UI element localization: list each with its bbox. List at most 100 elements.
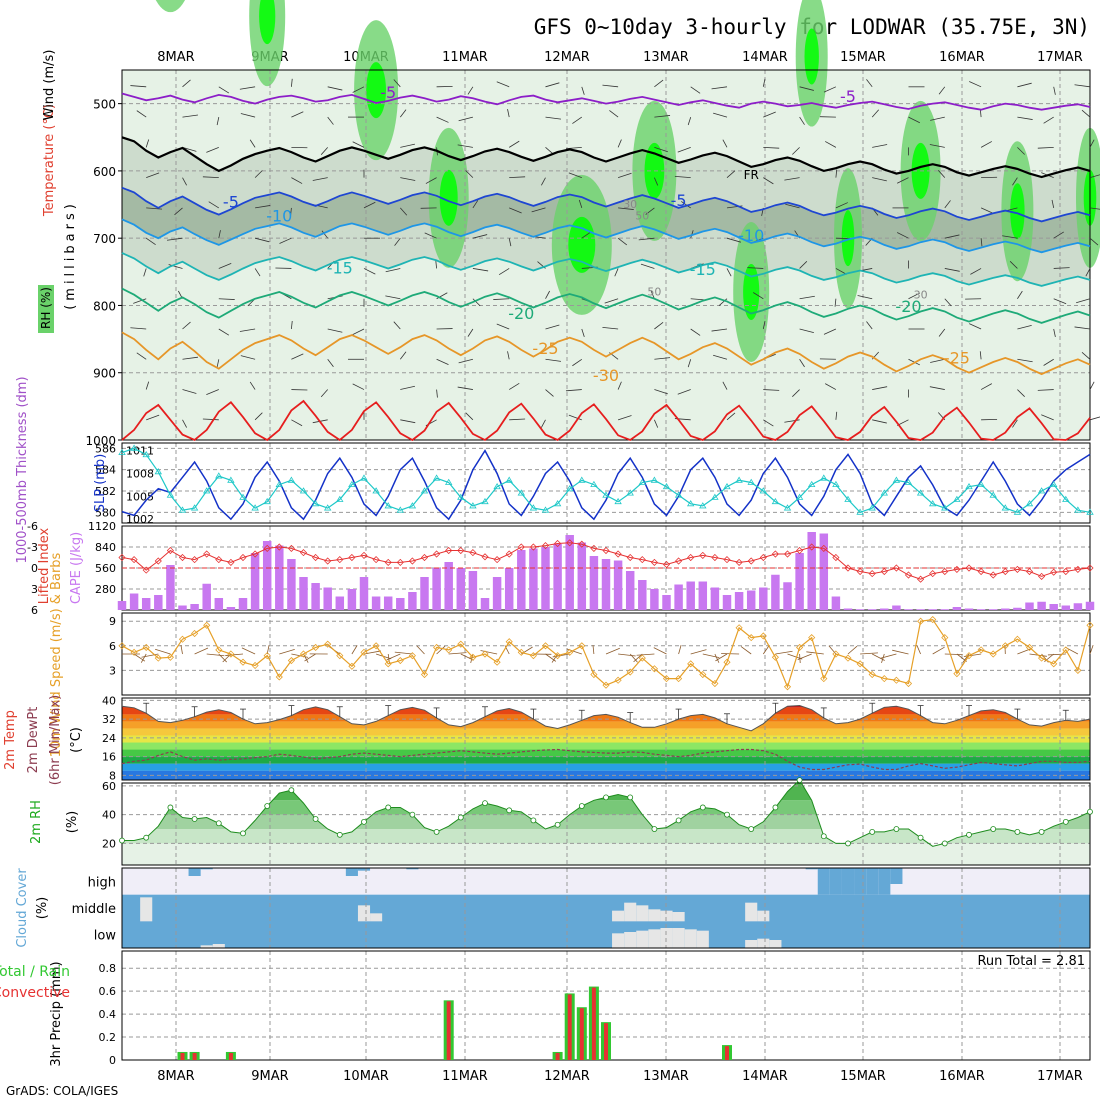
cape-bar xyxy=(952,607,962,610)
wind-barb xyxy=(498,268,510,276)
wind-barb-10m xyxy=(592,644,595,655)
pressure-tick-label: 900 xyxy=(93,367,116,381)
wind-barb xyxy=(458,358,473,364)
cloud-low-gap xyxy=(684,929,697,948)
temp-band-1 xyxy=(122,763,1090,771)
cape-tick-label: 840 xyxy=(95,541,116,554)
thickness-point xyxy=(638,478,647,485)
wind-speed-point xyxy=(723,658,731,666)
thickness-point xyxy=(154,468,163,475)
wind-barb-10m xyxy=(386,653,401,661)
wind-barb xyxy=(799,295,815,300)
wind-barb xyxy=(872,386,888,390)
thickness-tick-label: 584 xyxy=(95,464,116,477)
wind-barb xyxy=(385,268,401,273)
wind-barb-10m xyxy=(629,653,638,663)
wind-barb xyxy=(784,419,800,423)
wind-barb xyxy=(182,177,187,186)
wind-speed-point xyxy=(130,648,138,656)
wind-barb xyxy=(799,261,808,269)
lifted-index-tick-label: -3 xyxy=(27,541,38,554)
wind-barb xyxy=(1081,109,1091,118)
wind-barb xyxy=(654,321,664,330)
wind-barb xyxy=(279,237,292,244)
slp-axis-label: SLP (mb) xyxy=(93,454,108,513)
thickness-tick-label: 582 xyxy=(95,485,116,498)
wind-barb xyxy=(400,207,408,216)
rh-core-6 xyxy=(743,264,760,320)
wind-speed-point xyxy=(445,646,453,654)
wind-speed-point xyxy=(566,648,574,656)
cape-bar xyxy=(1049,604,1058,610)
cloud-mid-low-rows xyxy=(122,894,1090,948)
wind-barb xyxy=(1043,116,1054,124)
thickness-point xyxy=(202,487,211,494)
wind-barb xyxy=(425,177,437,184)
wind-barb xyxy=(166,237,183,241)
temp-axis-label-1: 2m Temp xyxy=(3,710,18,770)
wind-speed-point xyxy=(832,650,840,658)
cloud-high-bar xyxy=(817,868,830,895)
rh-axis-label: 2m RH xyxy=(29,800,44,844)
thickness-point xyxy=(263,497,271,505)
lifted-index-point xyxy=(130,556,138,564)
cloud-mid-gap xyxy=(757,910,770,922)
cloud-high-bar xyxy=(188,868,201,876)
wind-barb xyxy=(747,267,764,269)
wind-barb xyxy=(944,234,960,239)
lifted-index-point xyxy=(541,542,550,550)
rh-core-3 xyxy=(439,169,458,226)
lifted-index-axis-label: Lifted Index xyxy=(37,527,52,604)
wind-barb xyxy=(581,328,585,338)
cloud-high-bar xyxy=(200,868,213,870)
thickness-point xyxy=(178,506,187,513)
thickness-point xyxy=(662,482,671,490)
wind-barb xyxy=(654,357,671,360)
lifted-index-point xyxy=(457,546,465,555)
wind-barb-10m xyxy=(806,651,824,655)
wind-barb xyxy=(1081,352,1091,360)
cloud-low-gap xyxy=(672,928,685,948)
wind-barb xyxy=(866,79,873,88)
isotherm-label-4: -5 xyxy=(671,191,687,210)
wind-axis-label: 10m Wind Speed (m/s) & Barbs xyxy=(49,552,64,757)
wind-barb xyxy=(823,86,837,93)
wind-speed-point xyxy=(953,670,961,678)
wind-barb xyxy=(146,172,160,179)
wind-barb xyxy=(1017,358,1033,363)
lifted-index-point xyxy=(1001,567,1009,576)
thickness-line xyxy=(121,447,1091,513)
wind-barb xyxy=(565,146,582,150)
isotherm-label-13: -30 xyxy=(593,366,619,385)
temp-tick-label: 32 xyxy=(102,713,116,726)
thickness-point xyxy=(880,489,889,496)
wind-speed-point xyxy=(505,638,513,646)
wind-barb-10m xyxy=(880,653,897,659)
cloud-low-gap xyxy=(636,930,649,948)
wind-barb xyxy=(722,139,728,148)
thickness-point xyxy=(287,476,296,483)
wind-barb xyxy=(568,172,582,179)
rh-point xyxy=(578,803,585,809)
rh-point xyxy=(288,787,295,794)
thickness-point xyxy=(977,480,985,487)
wind-barb xyxy=(824,383,837,390)
wind-barb xyxy=(654,419,659,428)
wind-speed-point xyxy=(929,615,937,624)
wind-barb xyxy=(327,116,334,125)
rh-legend: RH (%) xyxy=(39,287,53,329)
thickness-point xyxy=(118,448,126,455)
cape-bar xyxy=(323,587,332,610)
temp-line xyxy=(121,704,1091,732)
wind-barb xyxy=(753,292,764,300)
lifted-index-line xyxy=(121,542,1091,580)
wind-barb xyxy=(1089,174,1100,179)
rh-point xyxy=(796,777,803,784)
cape-bar xyxy=(238,598,248,610)
cape-bar xyxy=(577,542,587,610)
wind-speed-point xyxy=(554,652,562,660)
cape-bar xyxy=(759,587,768,610)
wind-barb xyxy=(182,114,199,118)
lifted-index-point xyxy=(191,556,199,564)
